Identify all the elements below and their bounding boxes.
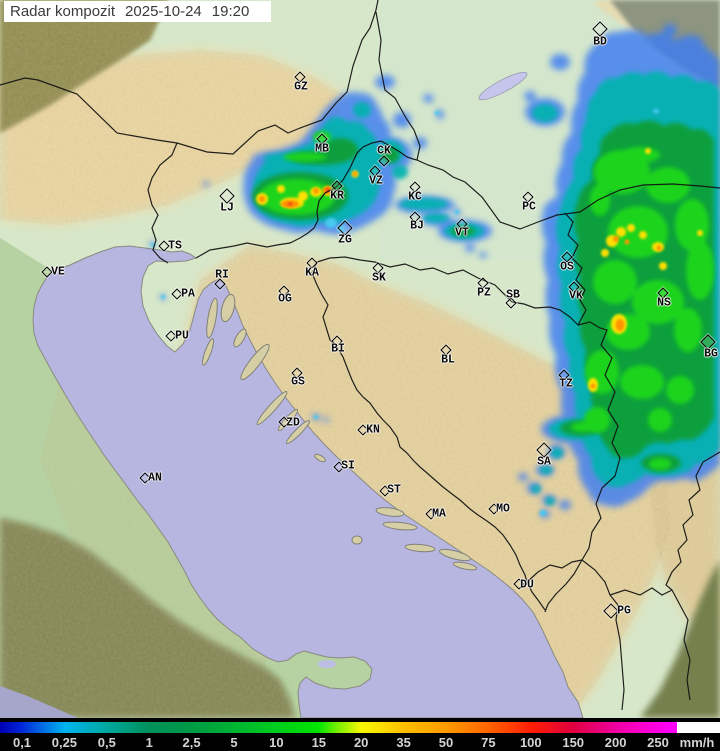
radar-map-area: VE TS LJ GZ MB CK VZ KC KR ZG BJ VT PC BD KA SK OG PZ SB OS… (0, 0, 720, 718)
station-sb-label: SB (506, 288, 520, 302)
radar-precipitation (149, 24, 720, 518)
adriatic-sea (32, 245, 584, 718)
station-tz-label: TZ (559, 377, 573, 391)
station-bi-label: BI (331, 342, 345, 356)
station-bj-label: BJ (410, 219, 424, 233)
legend: 0,1 0,25 0,5 1 2,5 5 10 15 20 35 50 75 100 150 200 250 m… (0, 718, 720, 751)
country-borders (0, 0, 720, 711)
station-vt-label: VT (455, 226, 469, 240)
title-date: 2025-10-24 (125, 3, 202, 20)
station-mo-label: MO (496, 502, 510, 516)
station-bd-label: BD (593, 35, 607, 49)
station-ts-label: TS (168, 239, 182, 253)
title-time: 19:20 (211, 3, 250, 20)
station-st-label: ST (387, 483, 401, 497)
legend-tick-label: 0,1 (12, 735, 32, 750)
station-pz-label: PZ (477, 286, 491, 300)
station-lj-label: LJ (220, 201, 234, 215)
legend-tick-label: 35 (396, 735, 411, 750)
station-ma-label: MA (432, 507, 446, 521)
station-vk-label: VK (569, 289, 583, 303)
legend-unit-label: mm/h (679, 735, 715, 750)
legend-tick-label: 20 (353, 735, 369, 750)
station-ka-label: KA (305, 266, 319, 280)
station-ri-label: RI (215, 268, 229, 282)
station-sa-label: SA (537, 455, 551, 469)
legend-tick-label: 5 (230, 735, 238, 750)
station-ck-label: CK (377, 144, 391, 158)
legend-tick-label: 0,25 (51, 735, 78, 750)
legend-tick-label: 2,5 (182, 735, 201, 750)
lake-lesina (318, 660, 336, 668)
station-kr-label: KR (330, 189, 344, 203)
legend-tick-label: 150 (562, 735, 585, 750)
station-ve-label: VE (51, 265, 65, 279)
station-og-label: OG (278, 292, 292, 306)
station-gz-label: GZ (294, 80, 308, 94)
station-gs-label: GS (291, 375, 305, 389)
station-pu-label: PU (175, 329, 189, 343)
product-name: Radar kompozit (10, 3, 116, 20)
station-kc-label: KC (408, 190, 422, 204)
station-bl-label: BL (441, 353, 455, 367)
station-vz-label: VZ (369, 174, 383, 188)
radar-map-image (0, 0, 720, 718)
legend-tick-label: 200 (604, 735, 627, 750)
legend-tick-labels: 0,1 0,25 0,5 1 2,5 5 10 15 20 35 50 75 100 150 200 250 m… (0, 735, 720, 751)
station-markers-layer: VE TS LJ GZ MB CK VZ KC KR ZG BJ VT PC BD KA SK OG PZ SB OS… (41, 21, 718, 619)
legend-tick-label: 100 (519, 735, 542, 750)
legend-color-scale (0, 722, 677, 733)
legend-tick-label: 1 (145, 735, 153, 750)
station-kn-label: KN (366, 423, 380, 437)
legend-tick-label: 50 (438, 735, 454, 750)
station-pg-label: PG (617, 604, 631, 618)
legend-tick-label: 15 (311, 735, 327, 750)
station-sk-label: SK (372, 271, 386, 285)
lake-balaton (478, 71, 528, 101)
station-bg-label: BG (704, 347, 718, 361)
station-os-label: OS (560, 260, 574, 274)
station-mb-label: MB (315, 142, 329, 156)
station-bd-diamond-icon (592, 21, 608, 37)
station-pa-label: PA (181, 287, 195, 301)
station-pc-label: PC (522, 200, 536, 214)
station-zd-label: ZD (286, 416, 300, 430)
legend-tick-label: 250 (647, 735, 669, 750)
title-bar: Radar kompozit 2025-10-24 19:20 (4, 1, 272, 22)
station-si-label: SI (341, 459, 355, 473)
tyrrhenian-sea (0, 686, 78, 718)
legend-endcap (677, 722, 720, 733)
station-du-label: DU (520, 578, 534, 592)
coverage-edge (0, 0, 720, 718)
station-an-label: AN (148, 471, 162, 485)
legend-tick-label: 75 (481, 735, 496, 750)
islands (201, 293, 478, 571)
station-zg-label: ZG (338, 233, 352, 247)
legend-tick-label: 10 (269, 735, 284, 750)
legend-tick-label: 0,5 (97, 735, 116, 750)
station-ns-label: NS (657, 296, 671, 310)
